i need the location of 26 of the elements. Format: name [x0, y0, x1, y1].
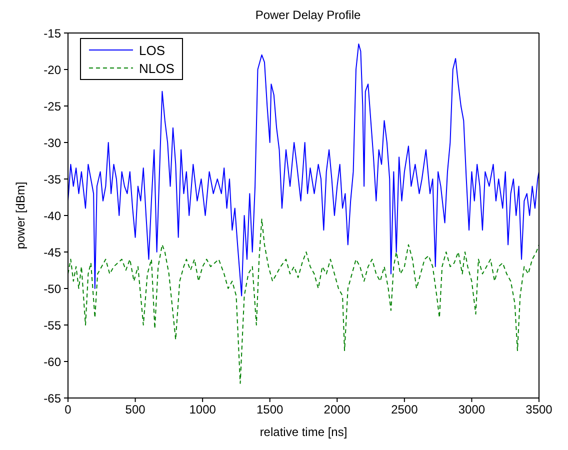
line-series: [68, 43, 539, 296]
y-tick-label: -20: [44, 62, 62, 77]
x-tick-label: 3500: [526, 402, 553, 417]
y-axis-title: power [dBm]: [13, 182, 28, 250]
y-tick-label: -65: [44, 391, 62, 406]
line-series: [68, 218, 539, 384]
x-tick-label: 0: [64, 402, 72, 417]
y-tick-label: -50: [44, 282, 62, 296]
legend-label: NLOS: [139, 60, 174, 76]
y-tick-label: -55: [44, 318, 62, 332]
x-tick-label: 2000: [324, 402, 351, 417]
y-tick-label: -30: [44, 136, 62, 150]
y-tick-label: -15: [44, 26, 62, 40]
y-tick-label: -35: [44, 172, 62, 186]
y-tick-label: -45: [44, 245, 62, 260]
y-tick-label: -60: [44, 354, 62, 369]
x-tick-label: 1000: [189, 402, 216, 417]
x-tick-label: 2500: [391, 402, 418, 417]
chart-title: Power Delay Profile: [254, 8, 362, 22]
x-axis-title: relative time [ns]: [260, 425, 348, 439]
x-tick-label: 3000: [458, 402, 486, 417]
x-tick-label: 500: [125, 402, 146, 417]
x-tick-label: 1500: [256, 402, 284, 417]
y-tick-label: -40: [44, 208, 62, 223]
y-tick-label: -25: [44, 99, 62, 114]
legend-label: LOS: [139, 42, 166, 58]
